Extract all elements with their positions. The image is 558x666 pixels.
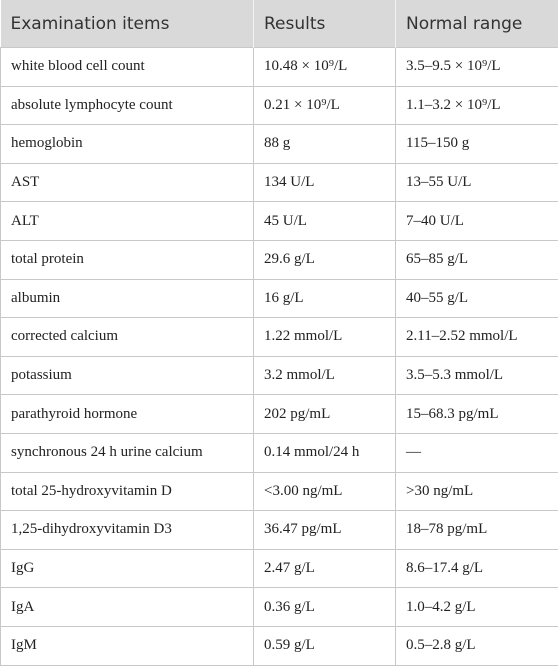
table-row: total protein 29.6 g/L 65–85 g/L — [0, 239, 558, 280]
table-cell: 16 g/L — [253, 278, 396, 319]
table-cell: 134 U/L — [253, 162, 396, 203]
table-cell: 3.2 mmol/L — [253, 355, 396, 396]
header-cell: Results — [253, 0, 396, 48]
table-row: albumin 16 g/L 40–55 g/L — [0, 278, 558, 319]
table-cell: 8.6–17.4 g/L — [395, 548, 558, 589]
table-cell: 13–55 U/L — [395, 162, 558, 203]
table-row: absolute lymphocyte count 0.21 × 10⁹/L 1.1… — [0, 85, 558, 126]
table-cell: 2.47 g/L — [253, 548, 396, 589]
table-cell: AST — [0, 162, 254, 203]
table-cell: 2.11–2.52 mmol/L — [395, 317, 558, 357]
table-cell: 0.14 mmol/24 h — [253, 432, 396, 473]
table-cell: 0.5–2.8 g/L — [395, 625, 558, 666]
table-cell: synchronous 24 h urine calcium — [0, 432, 254, 473]
table-row: IgG 2.47 g/L 8.6–17.4 g/L — [0, 548, 558, 589]
table-cell: potassium — [0, 355, 254, 396]
table-cell: 7–40 U/L — [395, 201, 558, 241]
table-cell: 1.22 mmol/L — [253, 317, 396, 357]
table-cell: hemoglobin — [0, 124, 254, 164]
table-cell: 40–55 g/L — [395, 278, 558, 319]
table-cell: ˃30 ng/mL — [395, 471, 558, 512]
table-row: 1,25-dihydroxyvitamin D3 36.47 pg/mL 18–78… — [0, 510, 558, 550]
table-cell: 0.21 × 10⁹/L — [253, 85, 396, 126]
header-row: Examination items Results Normal range — [0, 0, 558, 48]
table-cell: 88 g — [253, 124, 396, 164]
table-cell: corrected calcium — [0, 317, 254, 357]
table-header: Examination items Results Normal range — [0, 0, 558, 48]
table-body: white blood cell count 10.48 × 10⁹/L 3.5–9… — [0, 47, 558, 666]
table-cell: 0.59 g/L — [253, 625, 396, 666]
table-cell: 65–85 g/L — [395, 239, 558, 280]
table-cell: 0.36 g/L — [253, 587, 396, 627]
table-cell: 202 pg/mL — [253, 394, 396, 434]
header-cell: Normal range — [395, 0, 558, 48]
table-cell: 45 U/L — [253, 201, 396, 241]
table-row: white blood cell count 10.48 × 10⁹/L 3.5–9… — [0, 47, 558, 87]
table-row: IgM 0.59 g/L 0.5–2.8 g/L — [0, 625, 558, 666]
table-cell: white blood cell count — [0, 47, 254, 87]
table-row: synchronous 24 h urine calcium 0.14 mmol/… — [0, 432, 558, 473]
table-cell: ALT — [0, 201, 254, 241]
table-cell: 36.47 pg/mL — [253, 510, 396, 550]
table-cell: IgA — [0, 587, 254, 627]
table-row: corrected calcium 1.22 mmol/L 2.11–2.52 mm… — [0, 317, 558, 357]
table-cell: total 25-hydroxyvitamin D — [0, 471, 254, 512]
table-cell: parathyroid hormone — [0, 394, 254, 434]
table-row: IgA 0.36 g/L 1.0–4.2 g/L — [0, 587, 558, 627]
table-cell: — — [395, 432, 558, 473]
table-cell: ˂3.00 ng/mL — [253, 471, 396, 512]
table-cell: IgM — [0, 625, 254, 666]
table-row: ALT 45 U/L 7–40 U/L — [0, 201, 558, 241]
table-row: hemoglobin 88 g 115–150 g — [0, 124, 558, 164]
table-cell: 15–68.3 pg/mL — [395, 394, 558, 434]
table-cell: total protein — [0, 239, 254, 280]
table-cell: 115–150 g — [395, 124, 558, 164]
table-cell: 18–78 pg/mL — [395, 510, 558, 550]
table-row: AST 134 U/L 13–55 U/L — [0, 162, 558, 203]
table-cell: 1.0–4.2 g/L — [395, 587, 558, 627]
table-cell: absolute lymphocyte count — [0, 85, 254, 126]
table-cell: 29.6 g/L — [253, 239, 396, 280]
table-cell: 1.1–3.2 × 10⁹/L — [395, 85, 558, 126]
table-cell: albumin — [0, 278, 254, 319]
table-cell: 3.5–5.3 mmol/L — [395, 355, 558, 396]
table-cell: 10.48 × 10⁹/L — [253, 47, 396, 87]
header-cell: Examination items — [0, 0, 254, 48]
table-cell: IgG — [0, 548, 254, 589]
table-row: potassium 3.2 mmol/L 3.5–5.3 mmol/L — [0, 355, 558, 396]
table-cell: 1,25-dihydroxyvitamin D3 — [0, 510, 254, 550]
table-row: parathyroid hormone 202 pg/mL 15–68.3 pg/m… — [0, 394, 558, 434]
table-cell: 3.5–9.5 × 10⁹/L — [395, 47, 558, 87]
table-row: total 25-hydroxyvitamin D ˂3.00 ng/mL ˃30 … — [0, 471, 558, 512]
